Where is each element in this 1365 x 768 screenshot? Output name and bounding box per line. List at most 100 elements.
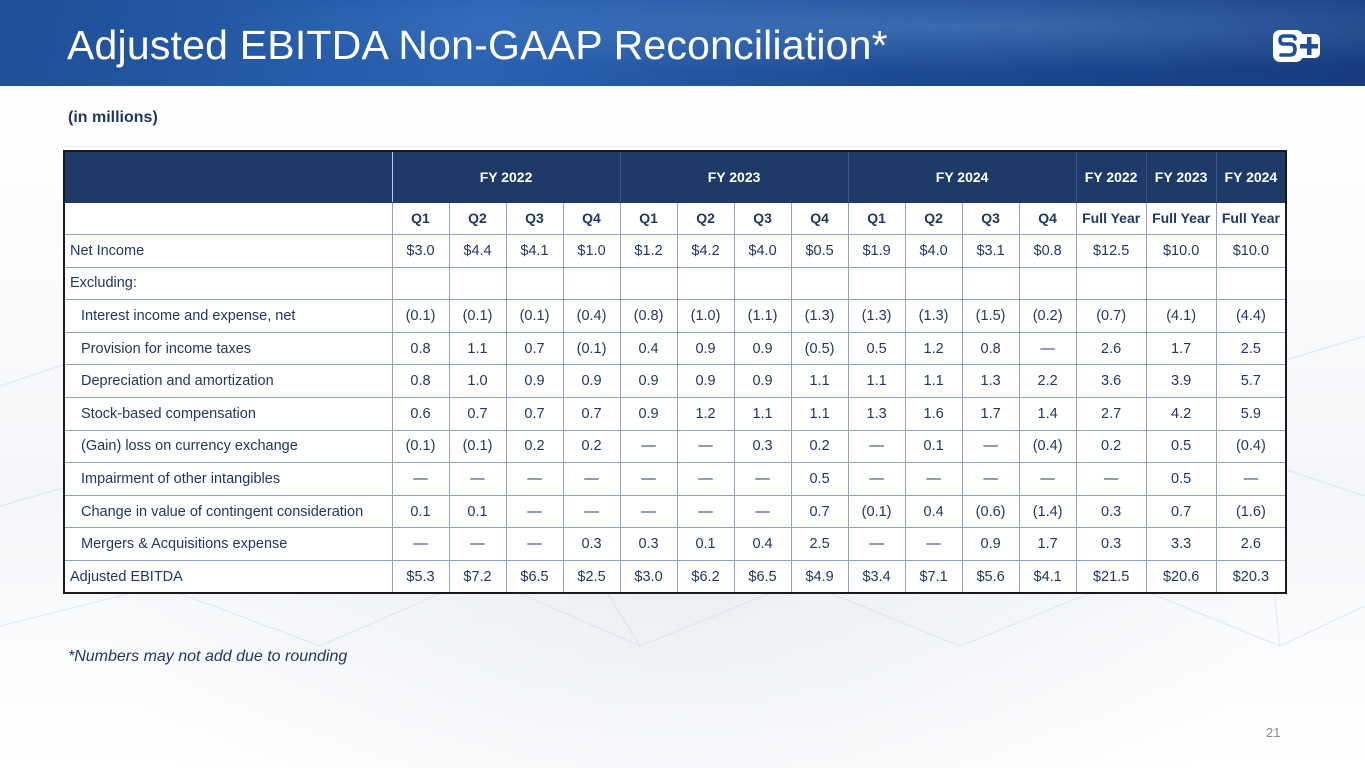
value-cell: (4.1) (1145, 299, 1217, 333)
value-cell: 2.2 (1018, 364, 1077, 399)
value-cell: 0.9 (733, 364, 792, 399)
value-cell: $2.5 (562, 560, 621, 594)
value-cell: $7.2 (448, 560, 507, 594)
value-cell: (0.1) (391, 429, 450, 464)
value-cell: $5.6 (961, 560, 1020, 594)
table-row: Net Income $3.0 $4.4 $4.1 $1.0 $1.2 $4.2 $4.0 $0… (63, 234, 1287, 268)
value-cell (847, 266, 906, 301)
value-cell: 0.3 (562, 527, 621, 562)
value-cell: $20.6 (1145, 560, 1217, 594)
value-cell: $3.0 (619, 560, 678, 594)
value-cell: (1.0) (676, 299, 735, 333)
value-cell: 2.6 (1075, 331, 1147, 366)
value-cell: 5.7 (1215, 364, 1287, 399)
period-header-row: Q1 Q2 Q3 Q4 Q1 Q2 Q3 Q4 Q1 Q2 Q3 Q4 Full Year Full Ye… (63, 201, 1287, 236)
value-cell: 0.7 (505, 331, 564, 366)
slide-title: Adjusted EBITDA Non-GAAP Reconciliation* (67, 22, 888, 68)
value-cell: 1.7 (1018, 527, 1077, 562)
value-cell: (1.4) (1018, 494, 1077, 529)
period-header-cell: Q4 (790, 201, 849, 236)
value-cell: 0.5 (1145, 462, 1217, 496)
value-cell: — (562, 462, 621, 496)
value-cell: 1.3 (847, 397, 906, 431)
value-cell: — (847, 462, 906, 496)
units-subtitle: (in millions) (68, 109, 158, 126)
value-cell: 0.5 (847, 331, 906, 366)
value-cell: — (1018, 462, 1077, 496)
period-header-cell: Q3 (505, 201, 564, 236)
value-cell: — (562, 494, 621, 529)
value-cell: — (847, 527, 906, 562)
value-cell: (4.4) (1215, 299, 1287, 333)
value-cell: 0.9 (619, 364, 678, 399)
value-cell: $0.8 (1018, 234, 1077, 268)
value-cell: 0.5 (790, 462, 849, 496)
value-cell: 0.5 (1145, 429, 1217, 464)
value-cell: 1.6 (904, 397, 963, 431)
value-cell: — (961, 429, 1020, 464)
value-cell: — (1018, 331, 1077, 366)
value-cell: 0.3 (1075, 527, 1147, 562)
value-cell: — (961, 462, 1020, 496)
value-cell: 1.7 (1145, 331, 1217, 366)
value-cell: — (619, 462, 678, 496)
group-header-fy2024-full: FY 2024 (1215, 150, 1287, 203)
value-cell: — (505, 494, 564, 529)
table-row: Interest income and expense, net (0.1) (0.… (63, 299, 1287, 333)
value-cell: $6.5 (733, 560, 792, 594)
value-cell: 1.0 (448, 364, 507, 399)
table-row: Change in value of contingent considerat… (63, 494, 1287, 529)
value-cell: 0.2 (505, 429, 564, 464)
row-label: Depreciation and amortization (63, 364, 393, 399)
table-row: Depreciation and amortization 0.8 1.0 0.9 0.… (63, 364, 1287, 399)
value-cell: 0.2 (1075, 429, 1147, 464)
value-cell: — (1215, 462, 1287, 496)
value-cell: $21.5 (1075, 560, 1147, 594)
value-cell: 0.9 (676, 331, 735, 366)
value-cell: (0.4) (1018, 429, 1077, 464)
table-row: (Gain) loss on currency exchange (0.1) (0.… (63, 429, 1287, 464)
table-row: Provision for income taxes 0.8 1.1 0.7 (0.1)… (63, 331, 1287, 366)
row-label: Impairment of other intangibles (63, 462, 393, 496)
value-cell: 0.7 (790, 494, 849, 529)
value-cell: 2.6 (1215, 527, 1287, 562)
value-cell: 0.8 (961, 331, 1020, 366)
header-band: Adjusted EBITDA Non-GAAP Reconciliation* (0, 0, 1365, 86)
value-cell: (1.1) (733, 299, 792, 333)
period-header-cell: Q3 (733, 201, 792, 236)
value-cell: $3.0 (391, 234, 450, 268)
value-cell: 5.9 (1215, 397, 1287, 431)
value-cell (676, 266, 735, 301)
value-cell: — (505, 527, 564, 562)
value-cell: 0.3 (1075, 494, 1147, 529)
fiscal-year-header-row: FY 2022 FY 2023 FY 2024 FY 2022 FY 2023 … (63, 150, 1287, 203)
value-cell: — (391, 462, 450, 496)
value-cell: (1.5) (961, 299, 1020, 333)
value-cell: (1.3) (847, 299, 906, 333)
value-cell: — (733, 462, 792, 496)
value-cell: 0.2 (562, 429, 621, 464)
value-cell: 0.6 (391, 397, 450, 431)
value-cell: 0.4 (733, 527, 792, 562)
value-cell (1018, 266, 1077, 301)
value-cell: — (847, 429, 906, 464)
reconciliation-table-wrapper: FY 2022 FY 2023 FY 2024 FY 2022 FY 2023 … (63, 150, 1288, 595)
value-cell: $1.0 (562, 234, 621, 268)
period-blank-cell (63, 201, 393, 236)
value-cell (1215, 266, 1287, 301)
value-cell: (0.1) (448, 429, 507, 464)
row-label: Stock-based compensation (63, 397, 393, 431)
value-cell: $4.1 (505, 234, 564, 268)
value-cell: $4.0 (904, 234, 963, 268)
row-label: Mergers & Acquisitions expense (63, 527, 393, 562)
value-cell: (1.3) (904, 299, 963, 333)
value-cell: 1.7 (961, 397, 1020, 431)
header-sheen (0, 0, 1365, 86)
value-cell: 0.1 (391, 494, 450, 529)
period-header-cell: Q4 (1018, 201, 1077, 236)
period-header-cell: Q1 (619, 201, 678, 236)
value-cell: (1.3) (790, 299, 849, 333)
value-cell: (0.1) (448, 299, 507, 333)
value-cell: $4.0 (733, 234, 792, 268)
value-cell: 3.9 (1145, 364, 1217, 399)
